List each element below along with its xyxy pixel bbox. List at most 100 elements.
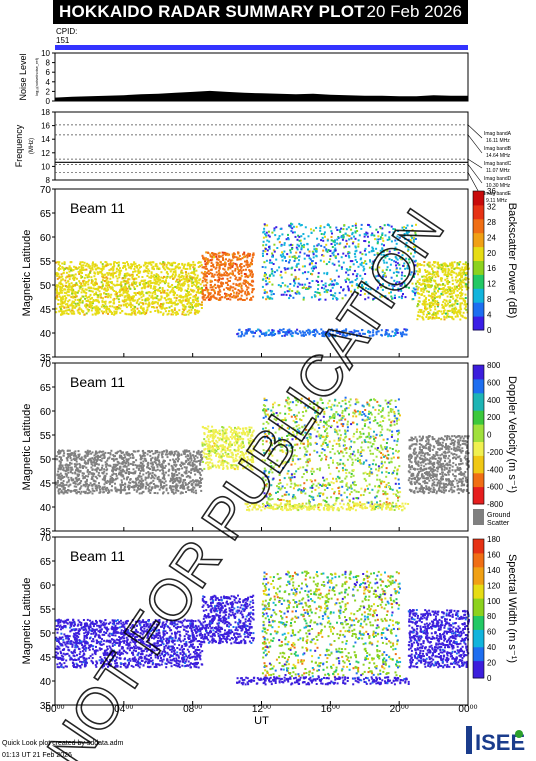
power-scatter-cell (386, 255, 389, 257)
power-scatter-cell (134, 265, 136, 268)
power-scatter-cell (87, 280, 90, 283)
power-scatter-cell (62, 267, 65, 270)
power-scatter-cell (417, 311, 420, 314)
power-scatter-cell (414, 248, 416, 251)
power-scatter-cell (292, 296, 295, 299)
velocity-scatter-cell (63, 475, 66, 478)
power-scatter-cell (217, 291, 220, 294)
power-scatter-cell (93, 263, 96, 266)
power-scatter-cell (144, 285, 147, 288)
power-scatter-cell (91, 279, 94, 282)
power-scatter-cell (213, 252, 216, 255)
power-scatter-cell (82, 266, 85, 269)
power-scatter-cell (375, 290, 378, 293)
power-scatter-cell (236, 333, 239, 336)
power-scatter-cell (455, 308, 457, 310)
power-scatter-cell (220, 277, 223, 280)
velocity-scatter-cell (149, 462, 152, 465)
power-scatter-cell (63, 261, 66, 264)
power-scatter-cell (232, 272, 234, 275)
power-scatter-cell (178, 282, 181, 285)
velocity-scatter-cell (98, 482, 100, 485)
power-colorbar-swatch (473, 264, 484, 268)
power-scatter-cell (189, 293, 192, 296)
power-scatter-cell (342, 235, 345, 238)
power-scatter-cell (154, 293, 157, 296)
power-scatter-cell (240, 331, 243, 333)
power-scatter-cell (230, 259, 232, 262)
power-scatter-cell (315, 247, 318, 250)
power-scatter-cell (110, 274, 112, 277)
velocity-scatter-cell (62, 454, 65, 457)
velocity-scatter-cell (151, 461, 154, 464)
power-scatter-cell (444, 270, 447, 272)
power-scatter-cell (347, 255, 350, 257)
power-scatter-cell (303, 237, 306, 240)
power-scatter-cell (184, 271, 187, 274)
power-scatter-cell (190, 311, 193, 314)
velocity-scatter-cell (99, 455, 102, 458)
power-scatter-cell (244, 290, 247, 293)
velocity-scatter-cell (154, 458, 157, 461)
power-scatter-cell (64, 284, 67, 287)
power-scatter-cell (151, 300, 154, 303)
power-scatter-cell (372, 260, 375, 263)
velocity-scatter-cell (66, 481, 69, 484)
power-scatter-cell (178, 295, 181, 298)
power-scatter-cell (100, 271, 103, 274)
power-scatter-cell (323, 231, 326, 234)
power-scatter-cell (432, 311, 435, 314)
power-scatter-cell (84, 264, 87, 267)
power-scatter-cell (189, 265, 191, 268)
velocity-scatter-cell (189, 454, 192, 457)
power-colorbar-swatch (473, 260, 484, 265)
power-scatter-cell (330, 294, 333, 296)
power-scatter-cell (394, 256, 397, 258)
power-scatter-cell (412, 287, 415, 290)
power-scatter-cell (395, 328, 398, 331)
power-scatter-cell (237, 289, 240, 291)
power-scatter-cell (299, 283, 301, 286)
power-scatter-cell (126, 272, 129, 275)
power-scatter-cell (291, 332, 294, 335)
power-beam-label: Beam 11 (70, 200, 125, 216)
power-scatter-cell (251, 289, 254, 292)
power-scatter-cell (283, 242, 286, 245)
power-scatter-cell (427, 311, 430, 313)
power-scatter-cell (156, 306, 158, 309)
power-scatter-cell (320, 328, 323, 331)
power-scatter-cell (380, 257, 383, 260)
power-scatter-cell (164, 281, 167, 284)
power-scatter-cell (142, 280, 145, 283)
power-scatter-cell (460, 294, 463, 297)
power-scatter-cell (451, 265, 454, 268)
power-scatter-cell (464, 261, 467, 264)
power-scatter-cell (189, 267, 192, 270)
power-scatter-cell (151, 266, 154, 269)
power-scatter-cell (360, 334, 363, 337)
velocity-scatter-cell (188, 482, 190, 484)
power-scatter-cell (173, 308, 176, 311)
power-scatter-cell (86, 275, 89, 278)
power-scatter-cell (283, 291, 286, 294)
power-scatter-cell (107, 280, 110, 283)
power-scatter-cell (55, 288, 58, 291)
power-scatter-cell (188, 291, 191, 293)
power-scatter-cell (364, 247, 367, 250)
power-scatter-cell (222, 257, 224, 260)
velocity-scatter-cell (171, 466, 174, 469)
power-scatter-cell (323, 260, 325, 263)
power-scatter-cell (68, 265, 71, 268)
power-scatter-cell (75, 282, 78, 285)
power-scatter-cell (293, 278, 296, 281)
power-scatter-cell (103, 292, 106, 295)
power-scatter-cell (249, 253, 251, 256)
velocity-scatter-cell (165, 484, 168, 487)
power-scatter-cell (399, 256, 402, 259)
power-scatter-cell (67, 306, 70, 308)
velocity-scatter-cell (102, 488, 105, 491)
power-scatter-cell (218, 298, 221, 301)
power-scatter-cell (340, 236, 343, 239)
power-scatter-cell (384, 330, 387, 333)
power-colorbar-tick-label: 0 (487, 326, 492, 335)
